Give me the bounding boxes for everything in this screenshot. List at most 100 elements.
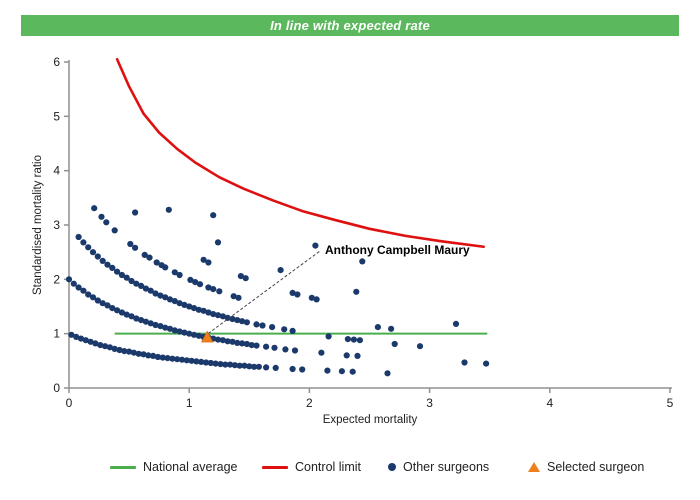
surgeon-point [384, 370, 391, 377]
surgeon-point [164, 355, 171, 362]
surgeon-point [195, 306, 202, 313]
surgeon-point [224, 338, 231, 345]
surgeon-point [216, 288, 223, 295]
legend-label: Other surgeons [403, 460, 490, 474]
surgeon-point [114, 268, 121, 275]
surgeon-point [272, 364, 279, 371]
surgeon-point [73, 333, 80, 340]
surgeon-point [239, 340, 246, 347]
surgeon-point [123, 311, 130, 318]
surgeon-point [248, 342, 255, 349]
surgeon-point [388, 325, 395, 332]
surgeon-point [281, 326, 288, 333]
surgeon-point [176, 271, 183, 279]
surgeon-point [176, 300, 183, 307]
surgeon-point [308, 294, 315, 301]
surgeon-point [85, 291, 92, 298]
surgeon-point [242, 275, 249, 282]
surgeon-point [187, 276, 194, 283]
surgeon-point [99, 300, 106, 307]
surgeon-point [324, 367, 331, 374]
surgeon-point [353, 288, 360, 295]
legend-item-control-limit: Control limit [262, 456, 361, 478]
surgeon-point [222, 361, 229, 368]
y-tick-label: 5 [53, 109, 60, 123]
surgeon-point [253, 321, 260, 328]
surgeon-point [128, 313, 135, 320]
legend-label: Control limit [295, 460, 361, 474]
surgeon-point [229, 315, 236, 323]
control-limit-curve [115, 57, 485, 249]
surgeon-point [109, 264, 116, 271]
surgeon-point [219, 313, 226, 320]
surgeon-point [142, 318, 149, 325]
surgeon-point [104, 261, 111, 268]
surgeon-point [106, 344, 113, 351]
surgeon-point [118, 309, 125, 316]
x-tick-label: 0 [66, 396, 73, 410]
surgeon-point [183, 357, 190, 364]
surgeon-point [235, 294, 242, 301]
surgeon-point [313, 296, 320, 303]
surgeon-point [312, 242, 319, 249]
surgeon-point [126, 348, 133, 355]
surgeon-point [416, 343, 424, 350]
surgeon-point [205, 309, 212, 316]
surgeon-point [111, 345, 118, 352]
surgeon-point [343, 352, 350, 359]
surgeon-point [152, 321, 159, 329]
surgeon-point [114, 307, 121, 314]
surgeon-point [219, 337, 226, 344]
surgeon-point [359, 258, 366, 265]
surgeon-point [207, 359, 214, 367]
surgeon-point [202, 359, 210, 366]
surgeon-point [200, 307, 207, 314]
funnel-plot-canvas[interactable]: 0 1 2 3 4 5 6 0 1 2 3 4 5 Expected mortality Standar… [0, 0, 700, 448]
surgeon-point [150, 352, 157, 359]
surgeon-point [200, 256, 207, 263]
legend-item-selected-surgeon: Selected surgeon [528, 456, 644, 478]
surgeon-point [214, 239, 222, 246]
national-average-line-icon [110, 465, 136, 469]
surgeon-point [483, 360, 490, 367]
surgeon-point [147, 320, 154, 327]
surgeon-point [174, 356, 181, 363]
surgeon-point [70, 280, 77, 287]
surgeon-point [152, 290, 159, 297]
y-tick-label: 3 [53, 218, 60, 232]
surgeon-point [236, 362, 243, 369]
y-tick-label: 2 [53, 272, 60, 286]
surgeon-point [210, 286, 217, 293]
y-tick-label: 0 [53, 381, 60, 395]
surgeon-point [165, 206, 172, 213]
selected-surgeon-marker [201, 330, 214, 343]
surgeon-point [282, 346, 289, 353]
surgeon-point [186, 303, 193, 310]
surgeon-point [193, 358, 200, 365]
surgeon-point [127, 240, 134, 248]
surgeon-point [198, 358, 205, 365]
surgeon-point [299, 366, 306, 373]
surgeon-point [344, 336, 351, 343]
surgeon-point [102, 343, 109, 350]
other-surgeons-points [65, 205, 490, 377]
surgeon-point [251, 363, 258, 370]
surgeon-point [230, 293, 237, 300]
surgeon-point [146, 254, 153, 261]
surgeon-point [171, 269, 178, 276]
status-banner-text: In line with expected rate [270, 18, 430, 33]
surgeon-point [157, 292, 164, 299]
surgeon-point [92, 340, 99, 347]
surgeon-point [82, 337, 89, 344]
surgeon-point [188, 357, 195, 364]
surgeon-point [159, 354, 166, 361]
plot-content [65, 57, 490, 377]
surgeon-point [294, 291, 301, 298]
surgeon-point [104, 302, 111, 309]
surgeon-point [289, 327, 296, 334]
surgeon-point [196, 281, 204, 288]
surgeon-point [133, 280, 140, 287]
surgeon-point [123, 274, 130, 281]
surgeon-point [109, 305, 116, 312]
legend-label: Selected surgeon [547, 460, 645, 474]
